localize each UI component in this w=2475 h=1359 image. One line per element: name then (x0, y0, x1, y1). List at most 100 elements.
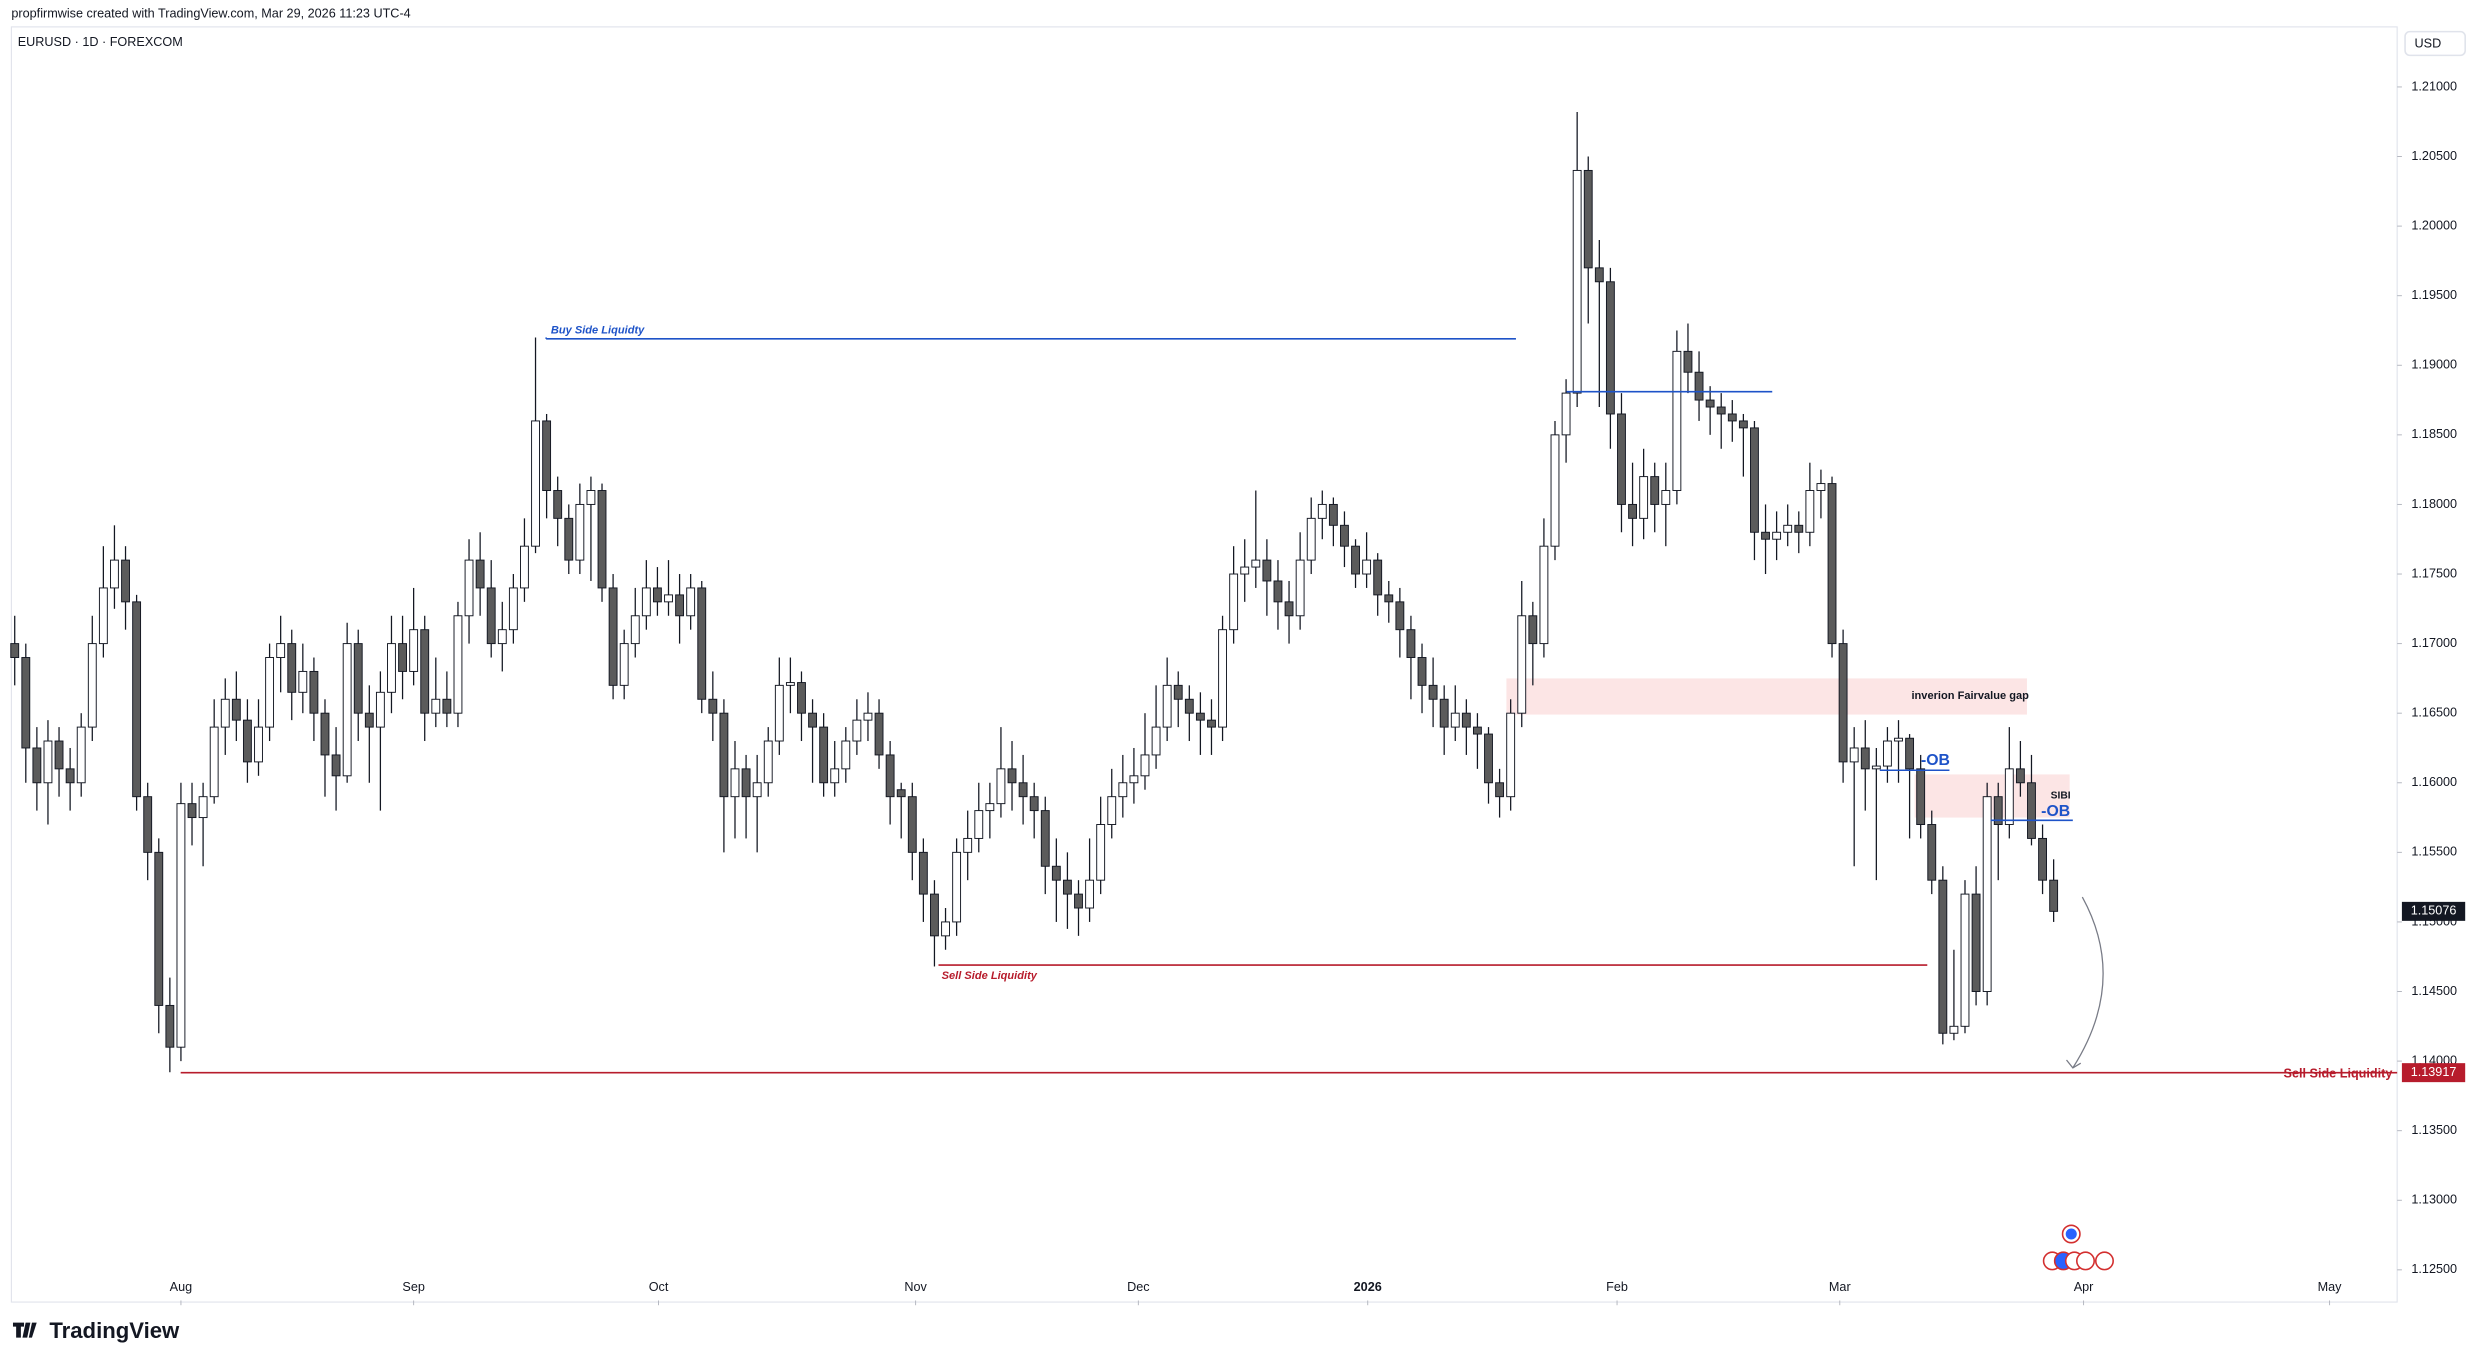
candle-body (1484, 733, 1493, 784)
candle-body (1417, 657, 1427, 686)
y-tick-label: 1.14500 (2411, 984, 2457, 998)
candle-body (1295, 559, 1305, 617)
candle-body (1594, 267, 1604, 283)
candle-body (1406, 629, 1416, 658)
candle-body (1971, 893, 1981, 992)
candle-body (121, 559, 130, 603)
candle-body (963, 837, 973, 853)
x-tick-label: Feb (1606, 1280, 1628, 1294)
y-tick-label: 1.13000 (2411, 1193, 2457, 1207)
candle-body (1107, 796, 1117, 825)
candle-body (1351, 545, 1360, 575)
candle-body (1428, 684, 1438, 700)
candle-body (98, 587, 108, 645)
annotation-label: inverion Fairvalue gap (1911, 690, 2029, 702)
candle-body (1439, 698, 1449, 728)
candle-body (1949, 1025, 1959, 1034)
candle-body (287, 643, 297, 693)
candle-body (110, 559, 119, 589)
candle-body (242, 719, 252, 763)
candle-body (1517, 615, 1527, 714)
candle-body (1317, 503, 1327, 519)
candle-body (1927, 824, 1937, 881)
candle-body (1705, 399, 1715, 408)
candle-body (985, 803, 995, 812)
candle-body (1750, 427, 1759, 533)
candle-body (220, 698, 230, 728)
y-tick-label: 1.17500 (2411, 566, 2457, 580)
candle-body (353, 643, 363, 714)
annotation-label: SIBI (2051, 791, 2071, 802)
y-tick-label: 1.13500 (2411, 1123, 2457, 1137)
candle-body (841, 740, 851, 770)
candle-body (1871, 765, 1881, 770)
candle-body (165, 1004, 175, 1048)
candle-body (1007, 768, 1017, 784)
candle-body (1639, 476, 1649, 519)
candle-body (331, 754, 341, 777)
candle-body (1140, 754, 1150, 777)
candle-body (320, 712, 330, 756)
candle-body (785, 682, 795, 686)
candle-body (375, 691, 385, 728)
candle-body (952, 851, 962, 923)
candle-body (941, 921, 950, 937)
candle-body (1450, 712, 1460, 728)
candle-body (852, 719, 862, 742)
candle-body (918, 851, 928, 895)
candle-body (1051, 865, 1061, 881)
candle-body (586, 490, 596, 505)
candle-body (553, 490, 563, 519)
arrow-head (2066, 1059, 2082, 1069)
candle-body (1783, 524, 1793, 533)
currency-box[interactable] (2404, 30, 2466, 57)
candle-body (774, 684, 784, 742)
candle-body (464, 559, 474, 617)
candle-body (1029, 796, 1039, 812)
x-tick-label: Nov (904, 1280, 927, 1294)
credit: propfirmwise created with TradingView.co… (11, 7, 410, 21)
candle-body (87, 643, 97, 728)
candle-body (1118, 782, 1128, 798)
candle-body (54, 740, 64, 770)
y-tick-label: 1.15500 (2411, 845, 2457, 859)
candle-body (1472, 726, 1482, 735)
candle-body (1074, 893, 1083, 909)
logo: TradingView (12, 1318, 180, 1343)
y-tick-label: 1.16000 (2411, 775, 2457, 789)
candle-body (420, 629, 430, 714)
candle-body (974, 810, 984, 839)
candle-body (896, 789, 906, 798)
candle-body (1461, 712, 1471, 728)
candle-body (1916, 768, 1926, 825)
candle-body (1894, 737, 1903, 742)
candle-body (1262, 559, 1272, 582)
candle-body (708, 698, 718, 714)
candle-body (1162, 684, 1172, 728)
level-price-box (2401, 1063, 2466, 1083)
last-price-box (2401, 901, 2466, 921)
candle-body (675, 594, 685, 617)
y-tick-label: 1.20000 (2411, 218, 2457, 232)
candle-body (398, 643, 407, 672)
candle-body (1373, 559, 1383, 596)
candle-body (1561, 392, 1571, 436)
candle-body (1694, 371, 1704, 401)
candle-body (1572, 169, 1582, 394)
y-tick-label: 1.19500 (2411, 288, 2457, 302)
candle-body (1860, 747, 1870, 770)
zone (1506, 678, 2027, 715)
candle-body (1993, 796, 2003, 825)
candle-body (1528, 615, 1538, 645)
symbol: EURUSD · 1D · FOREXCOM (18, 35, 183, 49)
candle-body (1306, 517, 1316, 561)
candle-body (276, 643, 286, 658)
candle-body (752, 782, 762, 798)
candle-body (1040, 810, 1050, 867)
candle-body (76, 726, 86, 784)
candle-body (132, 601, 142, 798)
candle-body (1661, 490, 1671, 505)
candle-body (885, 754, 895, 798)
